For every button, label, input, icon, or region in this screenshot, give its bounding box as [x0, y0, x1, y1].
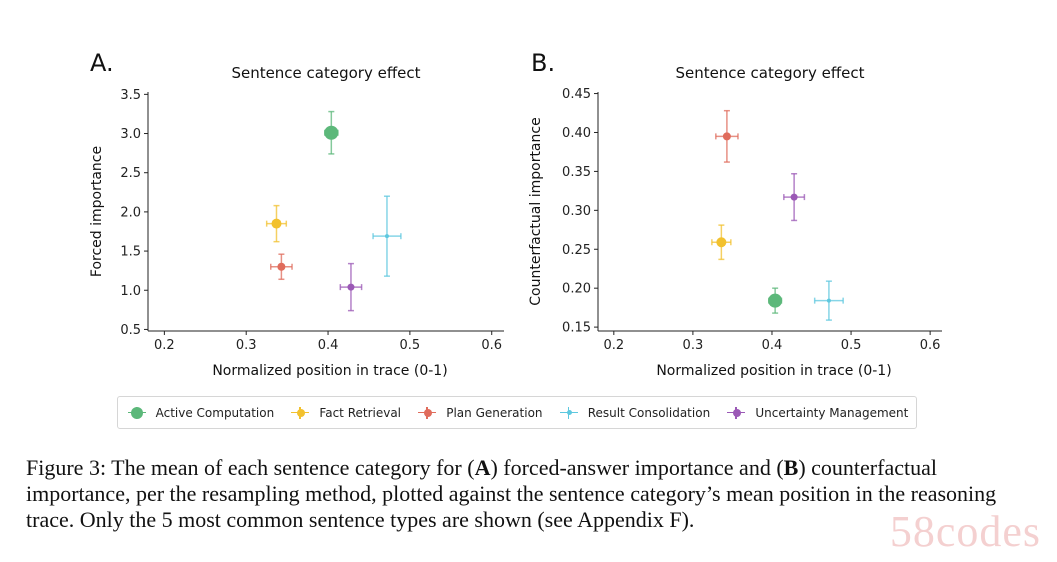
y-tick-label: 0.15 — [562, 321, 591, 336]
x-tick-label: 0.5 — [841, 338, 862, 353]
legend-label: Plan Generation — [446, 405, 543, 420]
series-uncertainty-management — [339, 262, 363, 312]
y-tick-label: 2.0 — [120, 205, 141, 220]
legend-marker-uncertainty-management — [725, 406, 747, 420]
chart-title: Sentence category effect — [675, 64, 864, 82]
legend-item-uncertainty-management: Uncertainty Management — [725, 406, 908, 420]
data-point-active-computation — [324, 125, 339, 140]
y-tick-label: 3.0 — [120, 127, 141, 142]
figure-charts: A. Sentence category effect 0.2 0.3 0.4 0.5 0.… — [89, 49, 942, 379]
caption-bold-b: B — [783, 455, 799, 480]
data-point-plan-generation — [277, 262, 286, 271]
chart-title: Sentence category effect — [231, 64, 420, 82]
y-tick-label: 1.5 — [120, 245, 141, 260]
x-axis-label: Normalized position in trace (0-1) — [656, 363, 891, 379]
legend-item-fact-retrieval: Fact Retrieval — [289, 406, 401, 420]
legend-label: Fact Retrieval — [319, 405, 402, 420]
legend-marker-result-consolidation — [558, 406, 580, 420]
y-tick-label: 0.30 — [562, 204, 591, 219]
series-uncertainty-management — [783, 172, 806, 222]
y-tick-label: 2.5 — [120, 166, 141, 181]
caption-bold-a: A — [474, 455, 491, 480]
caption-middle: ) forced-answer importance and ( — [490, 455, 784, 480]
series-result-consolidation — [372, 195, 402, 277]
figure-caption: Figure 3: The mean of each sentence cate… — [26, 455, 1026, 533]
series-active-computation — [768, 287, 783, 314]
y-tick-label: 0.40 — [562, 126, 591, 141]
series-fact-retrieval — [711, 224, 732, 261]
data-point-result-consolidation — [384, 234, 389, 239]
caption-prefix: Figure 3: The mean of each sentence cate… — [26, 455, 475, 480]
data-point-uncertainty-management — [790, 193, 798, 201]
y-tick-label: 3.5 — [120, 88, 141, 103]
x-tick-label: 0.5 — [400, 338, 421, 353]
legend: Active Computation Fact Retrieval Plan G… — [117, 396, 917, 429]
x-tick-label: 0.6 — [481, 338, 502, 353]
legend-label: Result Consolidation — [587, 405, 711, 420]
caption-suffix: ) counterfactual importance, per the res… — [26, 455, 997, 532]
data-point-active-computation — [768, 293, 783, 308]
x-tick-label: 0.3 — [236, 338, 257, 353]
y-tick-label: 1.0 — [120, 284, 141, 299]
series-plan-generation — [715, 109, 739, 163]
legend-label: Active Computation — [155, 405, 275, 420]
series-fact-retrieval — [265, 204, 288, 243]
data-point-plan-generation — [722, 132, 731, 141]
panel-label: A. — [90, 49, 114, 77]
x-axis-label: Normalized position in trace (0-1) — [212, 363, 447, 379]
chart-panel-b: B. Sentence category effect 0.2 0.3 0.4 0.5 0.… — [528, 49, 942, 379]
legend-item-plan-generation: Plan Generation — [416, 405, 543, 420]
legend-marker-plan-generation — [416, 406, 438, 420]
legend-marker-fact-retrieval — [289, 406, 311, 420]
data-point-result-consolidation — [826, 298, 831, 303]
y-tick-label: 0.45 — [562, 87, 591, 102]
y-axis-label: Counterfactual importance — [528, 117, 544, 305]
watermark-logo: 58codes — [889, 507, 1041, 556]
x-tick-label: 0.6 — [920, 338, 941, 353]
y-tick-label: 0.20 — [562, 282, 591, 297]
x-tick-label: 0.2 — [154, 338, 175, 353]
series-result-consolidation — [813, 280, 844, 321]
x-tick-label: 0.3 — [683, 338, 704, 353]
chart-panel-a: A. Sentence category effect 0.2 0.3 0.4 0.5 0.… — [89, 49, 504, 379]
y-tick-label: 0.25 — [562, 243, 591, 258]
data-point-fact-retrieval — [271, 218, 282, 229]
x-tick-label: 0.2 — [603, 338, 624, 353]
y-tick-label: 0.5 — [120, 323, 141, 338]
y-tick-label: 0.35 — [562, 165, 591, 180]
data-point-uncertainty-management — [347, 283, 355, 291]
legend-item-result-consolidation: Result Consolidation — [558, 406, 710, 420]
series-plan-generation — [270, 253, 293, 281]
data-point-fact-retrieval — [716, 237, 727, 248]
legend-marker-active-computation — [126, 406, 148, 420]
legend-item-active-computation: Active Computation — [126, 405, 275, 420]
x-tick-label: 0.4 — [318, 338, 339, 353]
legend-label: Uncertainty Management — [755, 405, 909, 420]
panel-label: B. — [531, 49, 555, 77]
series-active-computation — [324, 110, 339, 155]
x-tick-label: 0.4 — [762, 338, 783, 353]
y-axis-label: Forced importance — [89, 146, 105, 277]
